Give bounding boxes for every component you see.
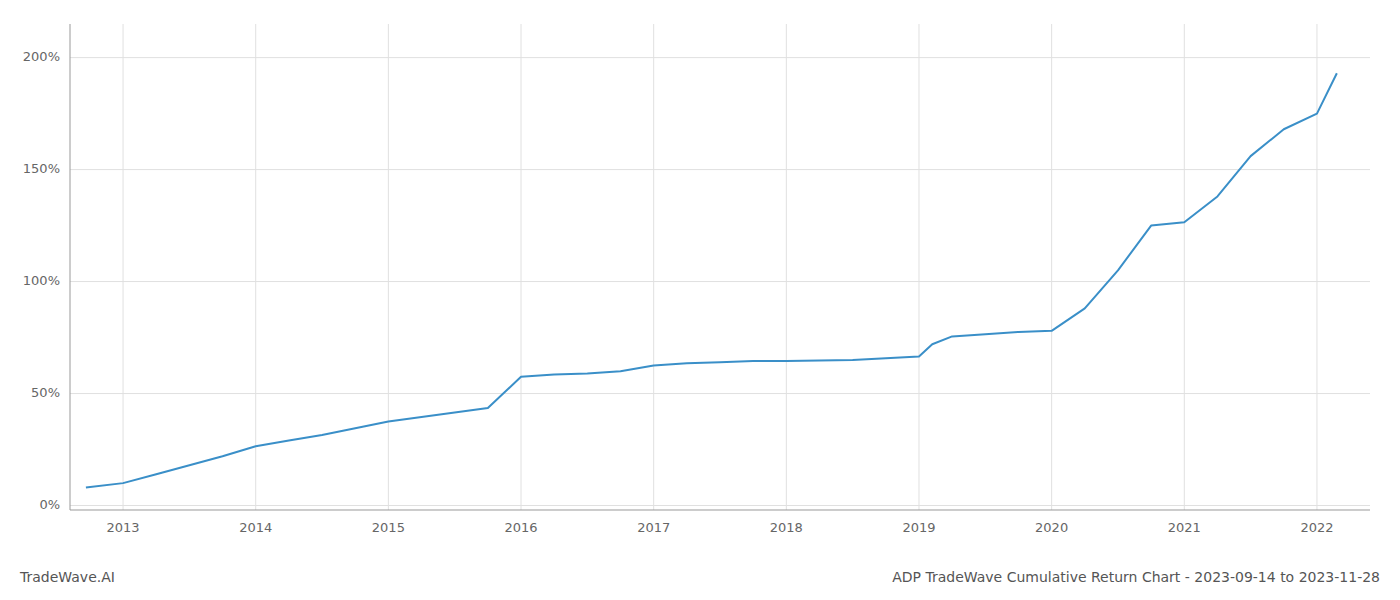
title: ADP TradeWave Cumulative Return Chart - … (892, 569, 1380, 585)
y-tick-label: 150% (23, 161, 60, 176)
plot-area (86, 73, 1337, 487)
x-axis-line (70, 510, 1370, 511)
y-tick-label: 50% (31, 385, 60, 400)
x-grid-line (255, 24, 256, 510)
x-grid-line (1316, 24, 1317, 510)
x-tick-label: 2014 (239, 520, 272, 535)
y-axis-line (70, 24, 71, 510)
y-grid-line (70, 281, 1370, 282)
x-grid-line (786, 24, 787, 510)
x-tick-label: 2017 (637, 520, 670, 535)
y-grid-line (70, 505, 1370, 506)
axes: 0% 50% 100% 150% 200% 2013 2014 2015 2016 2017 201… (23, 24, 1370, 535)
x-tick-label: 2020 (1035, 520, 1068, 535)
x-grid-line (653, 24, 654, 510)
x-tick-label: 2019 (902, 520, 935, 535)
grid (70, 24, 1370, 510)
x-tick-label: 2021 (1168, 520, 1201, 535)
x-tick-label: 2022 (1300, 520, 1333, 535)
x-tick-label: 2016 (504, 520, 537, 535)
line (86, 73, 1337, 487)
x-tick-label: 2013 (107, 520, 140, 535)
y-tick-label: 200% (23, 49, 60, 64)
x-tick-label: 2015 (372, 520, 405, 535)
watermark: TradeWave.AI (19, 569, 115, 585)
y-tick-label: 100% (23, 273, 60, 288)
chart: 0% 50% 100% 150% 200% 2013 2014 2015 2016 2017 201… (0, 0, 1400, 600)
y-grid-line (70, 393, 1370, 394)
y-grid-line (70, 169, 1370, 170)
y-tick-label: 0% (39, 497, 60, 512)
x-grid-line (388, 24, 389, 510)
x-grid-line (123, 24, 124, 510)
x-grid-line (521, 24, 522, 510)
x-grid-line (1051, 24, 1052, 510)
x-tick-label: 2018 (770, 520, 803, 535)
x-grid-line (918, 24, 919, 510)
x-grid-line (1184, 24, 1185, 510)
y-grid-line (70, 57, 1370, 58)
